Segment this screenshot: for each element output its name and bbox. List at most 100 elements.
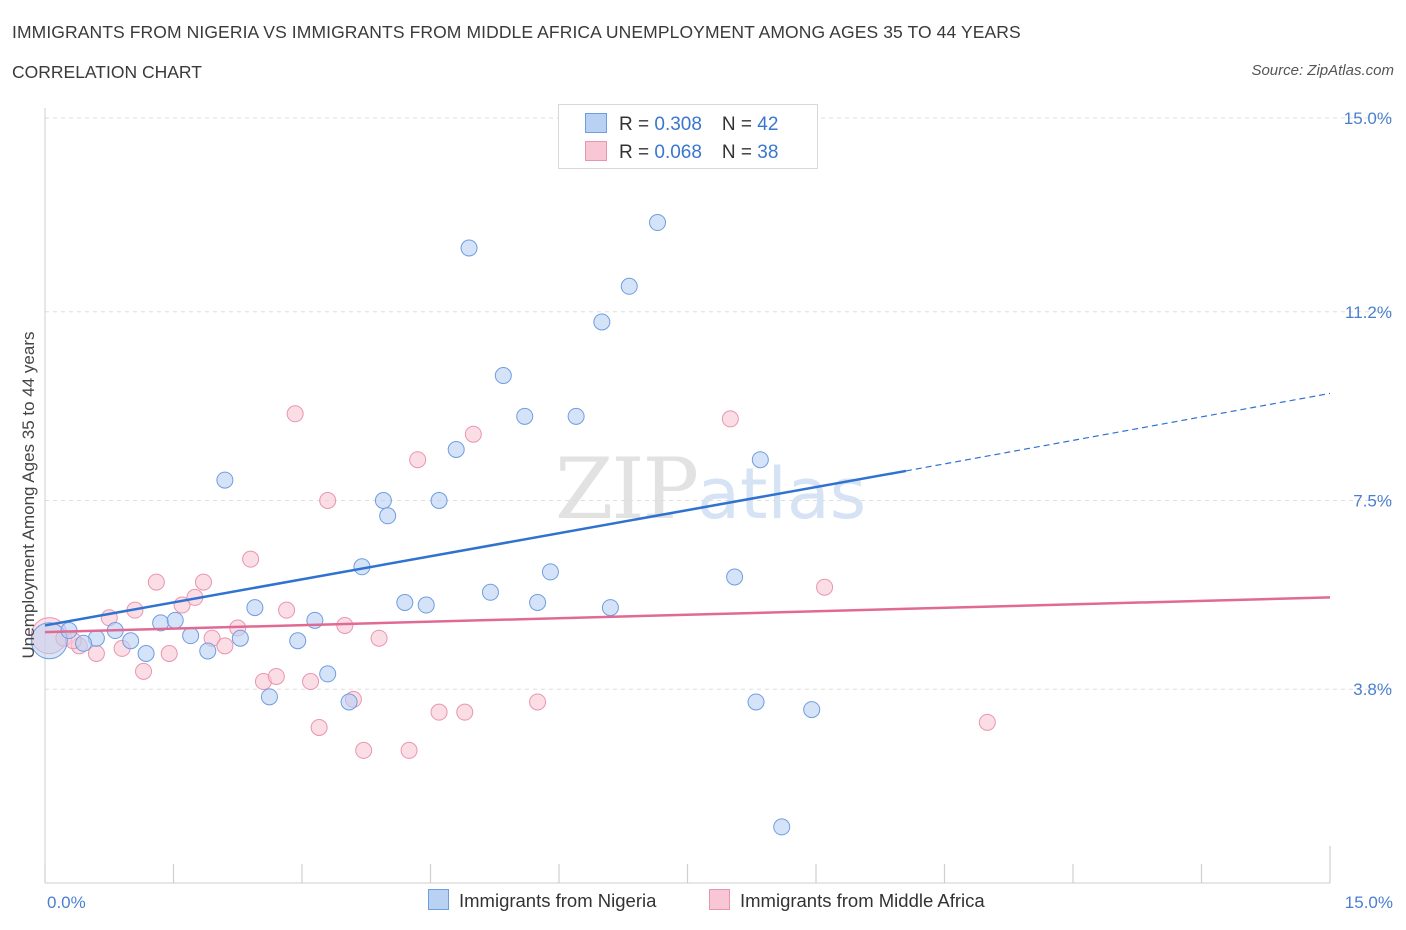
series-nigeria xyxy=(30,214,821,836)
data-point-nigeria xyxy=(516,407,534,425)
legend-r-value-middle-africa: 0.068 xyxy=(654,142,702,163)
y-tick-label: 11.2% xyxy=(1345,303,1392,322)
data-point-middle-africa xyxy=(529,693,547,711)
data-point-middle-africa xyxy=(400,741,418,759)
watermark: ZIPatlas xyxy=(555,440,866,538)
data-point-middle-africa xyxy=(319,492,337,509)
data-point-middle-africa xyxy=(721,410,739,428)
data-point-nigeria xyxy=(199,642,217,660)
bottom-legend-nigeria: Immigrants from Nigeria xyxy=(428,889,656,912)
data-point-nigeria xyxy=(340,693,358,711)
x-tick-label-max: 15.0% xyxy=(1345,893,1393,912)
data-point-nigeria xyxy=(447,441,465,458)
data-point-middle-africa xyxy=(135,662,153,680)
axis-labels: 3.8% 7.5% 11.2% 15.0% 0.0% 15.0% Unemployment … xyxy=(19,109,1393,912)
source-credit: Source: ZipAtlas.com xyxy=(1251,62,1394,79)
data-point-middle-africa xyxy=(147,573,165,591)
data-point-nigeria xyxy=(803,701,821,719)
legend-n-value-nigeria: 42 xyxy=(757,114,779,135)
data-point-nigeria xyxy=(773,818,791,836)
data-point-nigeria xyxy=(726,568,744,586)
data-point-nigeria xyxy=(417,596,435,614)
y-tick-label: 7.5% xyxy=(1353,492,1392,511)
data-point-nigeria xyxy=(601,599,619,617)
data-point-middle-africa xyxy=(286,405,304,423)
trend-line-nigeria xyxy=(44,469,907,627)
axes xyxy=(44,108,1331,884)
grid-lines xyxy=(45,117,1392,690)
data-point-nigeria xyxy=(396,594,414,611)
data-point-middle-africa xyxy=(302,673,320,691)
legend-n-label: N = xyxy=(721,142,758,163)
chart-subtitle: CORRELATION CHART xyxy=(12,62,202,82)
data-point-nigeria xyxy=(460,239,478,257)
trend-line-middle-africa xyxy=(44,596,1331,634)
data-point-middle-africa xyxy=(267,667,285,685)
data-point-middle-africa xyxy=(409,451,427,469)
legend-r-value-nigeria: 0.308 xyxy=(654,114,702,135)
trend-line-nigeria-extension xyxy=(905,392,1331,472)
data-point-nigeria xyxy=(747,693,765,711)
legend-row-nigeria: R = 0.308 N = 42 xyxy=(585,113,778,137)
x-tick-label-min: 0.0% xyxy=(47,893,86,912)
data-point-nigeria xyxy=(751,451,769,469)
bottom-legend-label-middle-africa: Immigrants from Middle Africa xyxy=(740,890,985,911)
data-point-middle-africa xyxy=(336,616,354,634)
legend-swatch-middle-africa xyxy=(585,141,607,161)
data-point-middle-africa xyxy=(978,713,996,731)
trend-lines xyxy=(44,392,1331,634)
legend-r-label: R = xyxy=(619,142,655,163)
legend: R = 0.308 N = 42 R = 0.068 N = 38 xyxy=(558,104,818,169)
data-point-nigeria xyxy=(481,583,499,601)
legend-row-middle-africa: R = 0.068 N = 38 xyxy=(585,141,778,165)
y-tick-label: 3.8% xyxy=(1353,680,1392,699)
data-point-middle-africa xyxy=(194,573,212,591)
data-point-middle-africa xyxy=(278,601,296,619)
data-point-nigeria xyxy=(137,645,155,662)
data-point-nigeria xyxy=(122,632,140,650)
data-point-middle-africa xyxy=(310,718,328,736)
chart-title: IMMIGRANTS FROM NIGERIA VS IMMIGRANTS FR… xyxy=(12,22,1021,42)
bottom-legend-middle-africa: Immigrants from Middle Africa xyxy=(709,889,985,912)
data-point-nigeria xyxy=(430,492,448,509)
bottom-legend-label-nigeria: Immigrants from Nigeria xyxy=(459,890,657,911)
data-point-middle-africa xyxy=(464,425,482,443)
data-point-nigeria xyxy=(620,277,638,295)
data-point-nigeria xyxy=(231,629,249,647)
y-tick-label: 15.0% xyxy=(1344,109,1392,128)
data-point-middle-africa xyxy=(355,741,373,759)
data-point-middle-africa xyxy=(816,578,834,596)
bottom-legend-swatch-middle-africa xyxy=(709,889,730,910)
bottom-legend-swatch-nigeria xyxy=(428,889,449,910)
legend-n-value-middle-africa: 38 xyxy=(757,142,779,163)
data-point-middle-africa xyxy=(160,645,178,662)
data-point-nigeria xyxy=(289,632,307,650)
data-point-nigeria xyxy=(319,665,337,683)
data-point-nigeria xyxy=(593,313,611,331)
data-point-nigeria xyxy=(374,492,392,509)
data-point-middle-africa xyxy=(430,703,448,721)
legend-swatch-nigeria xyxy=(585,113,607,133)
data-point-nigeria xyxy=(379,507,397,525)
data-point-nigeria xyxy=(649,214,667,232)
data-point-middle-africa xyxy=(242,550,260,568)
series-middle-africa xyxy=(30,405,996,759)
data-point-nigeria xyxy=(216,471,234,489)
data-point-nigeria xyxy=(529,594,547,611)
legend-n-label: N = xyxy=(721,114,758,135)
y-axis-title: Unemployment Among Ages 35 to 44 years xyxy=(19,332,38,659)
data-point-middle-africa xyxy=(370,629,388,647)
data-point-nigeria xyxy=(182,627,200,645)
data-point-nigeria xyxy=(567,407,585,425)
data-point-middle-africa xyxy=(87,645,105,662)
data-point-nigeria xyxy=(494,367,512,385)
data-point-middle-africa xyxy=(456,703,474,721)
data-point-nigeria xyxy=(166,611,184,629)
data-point-nigeria xyxy=(246,599,264,617)
data-point-nigeria xyxy=(260,688,278,706)
data-point-nigeria xyxy=(541,563,559,581)
legend-r-label: R = xyxy=(619,114,655,135)
data-point-nigeria xyxy=(75,634,93,652)
data-point-middle-africa xyxy=(216,637,234,655)
